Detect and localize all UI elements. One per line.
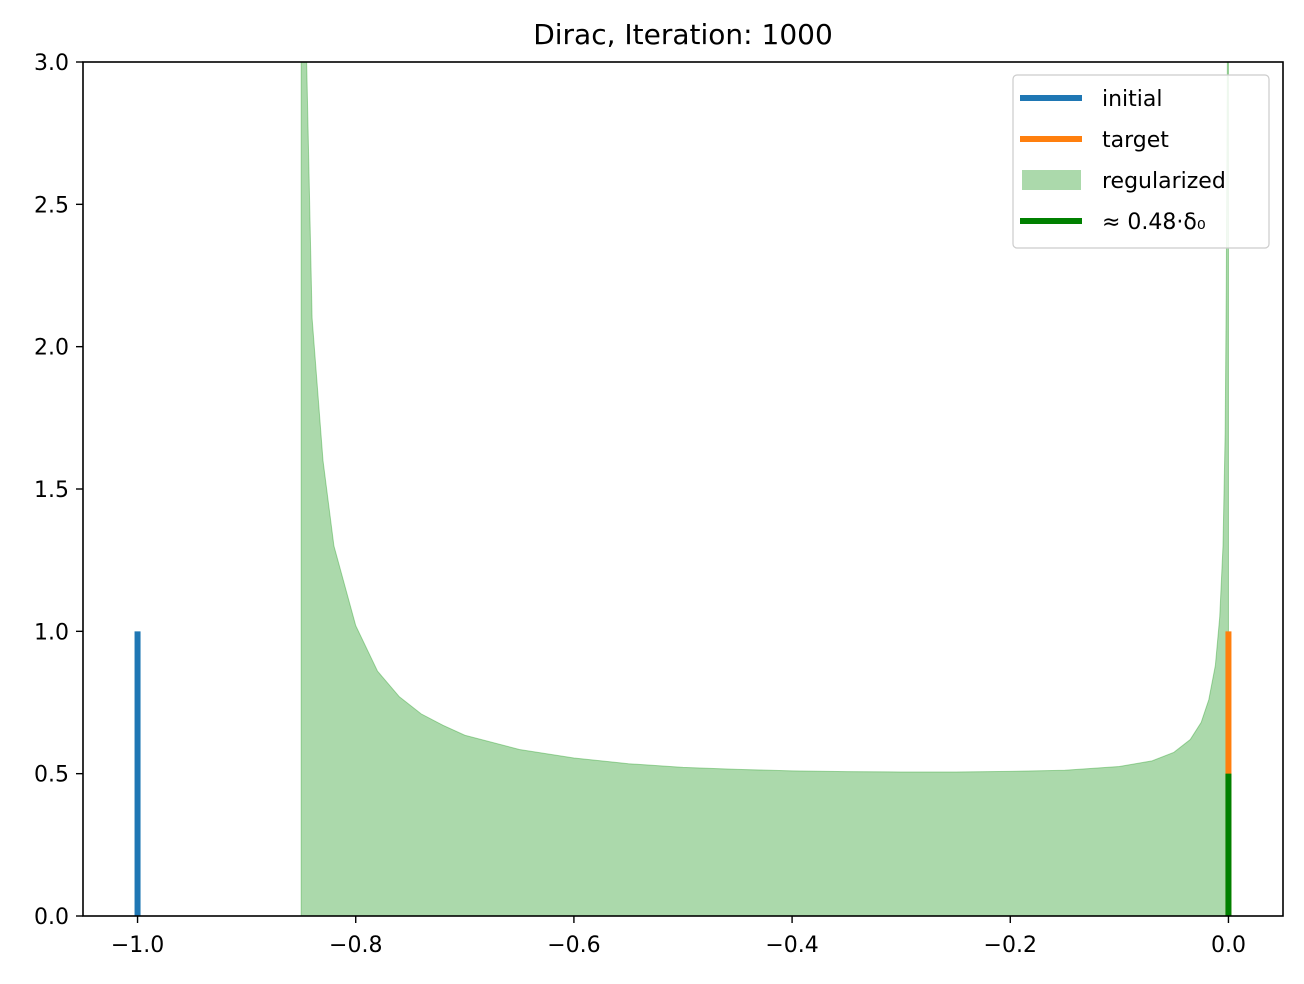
x-tick-label: −1.0 <box>111 933 164 958</box>
y-tick-label: 0.0 <box>34 905 69 930</box>
legend: initial target regularized ≈ 0.48·δ₀ <box>1012 74 1270 249</box>
regularized-area <box>300 61 1229 917</box>
legend-label: initial <box>1102 87 1163 112</box>
x-tick-label: −0.6 <box>547 933 600 958</box>
x-tick-label: 0.0 <box>1211 933 1246 958</box>
legend-label: regularized <box>1102 169 1226 194</box>
y-axis: 0.0 0.5 1.0 1.5 2.0 2.5 3.0 <box>34 51 83 930</box>
legend-swatch <box>1022 170 1081 190</box>
y-tick-label: 2.5 <box>34 193 69 218</box>
x-tick-label: −0.2 <box>984 933 1037 958</box>
legend-label: target <box>1102 128 1169 153</box>
x-axis: −1.0 −0.8 −0.6 −0.4 −0.2 0.0 <box>111 916 1246 958</box>
y-tick-label: 0.5 <box>34 763 69 788</box>
x-tick-label: −0.8 <box>329 933 382 958</box>
plot-area <box>134 61 1232 917</box>
y-tick-label: 2.0 <box>34 336 69 361</box>
legend-box <box>1012 74 1270 249</box>
y-tick-label: 3.0 <box>34 51 69 76</box>
legend-label: ≈ 0.48·δ₀ <box>1102 210 1206 235</box>
y-tick-label: 1.0 <box>34 620 69 645</box>
chart-title: Dirac, Iteration: 1000 <box>533 18 833 51</box>
y-tick-label: 1.5 <box>34 478 69 503</box>
x-tick-label: −0.4 <box>765 933 818 958</box>
